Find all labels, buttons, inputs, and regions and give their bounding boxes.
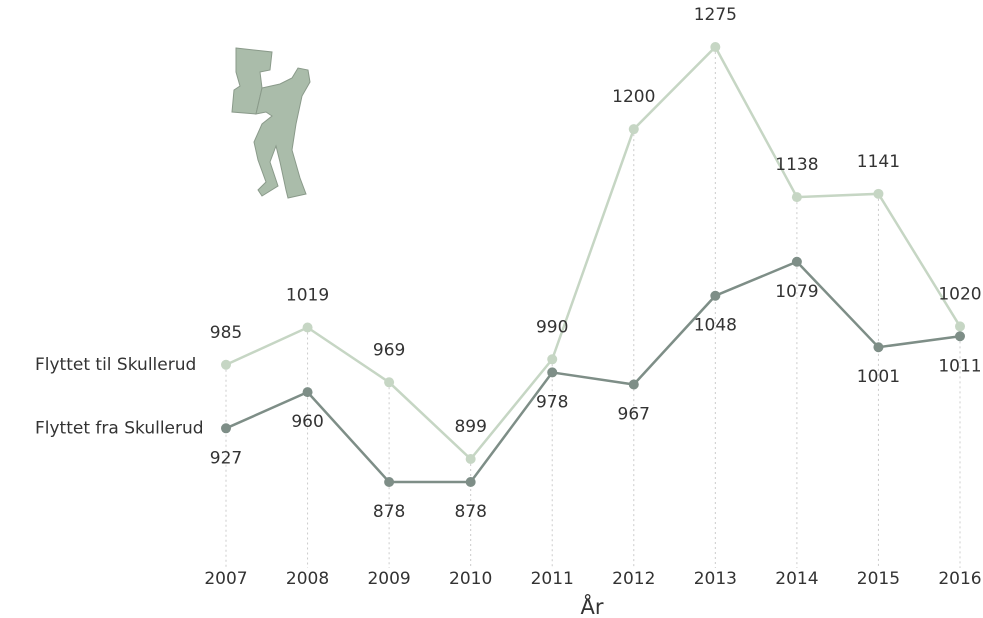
x-tick-label: 2015 bbox=[857, 569, 900, 589]
data-label: 1020 bbox=[938, 284, 981, 304]
data-label: 1138 bbox=[775, 155, 818, 175]
data-label: 969 bbox=[373, 340, 405, 360]
data-label: 927 bbox=[210, 448, 242, 468]
x-tick-label: 2014 bbox=[775, 569, 818, 589]
point bbox=[710, 42, 721, 52]
point bbox=[710, 290, 721, 301]
point bbox=[384, 377, 395, 388]
point bbox=[465, 477, 476, 487]
x-tick-label: 2012 bbox=[612, 569, 655, 589]
data-label: 967 bbox=[618, 404, 650, 424]
point bbox=[547, 354, 558, 365]
data-label: 1200 bbox=[612, 87, 655, 107]
x-tick-label: 2010 bbox=[449, 569, 492, 589]
point bbox=[873, 188, 884, 199]
point bbox=[302, 387, 313, 398]
x-tick-label: 2009 bbox=[367, 569, 410, 589]
point bbox=[547, 367, 558, 378]
point bbox=[791, 256, 802, 267]
x-axis-label: År bbox=[581, 593, 604, 618]
point bbox=[221, 359, 231, 370]
data-label: 899 bbox=[454, 417, 486, 437]
data-label: 1019 bbox=[286, 286, 329, 306]
data-label: 990 bbox=[536, 317, 568, 337]
point bbox=[873, 342, 884, 353]
data-label: 1011 bbox=[938, 356, 981, 376]
point bbox=[628, 124, 639, 135]
point bbox=[628, 379, 639, 390]
x-tick-label: 2013 bbox=[694, 569, 737, 589]
point bbox=[955, 331, 965, 342]
point bbox=[384, 477, 395, 487]
point bbox=[302, 322, 313, 333]
point bbox=[465, 453, 476, 464]
x-tick-label: 2016 bbox=[938, 569, 981, 589]
point bbox=[955, 321, 965, 332]
x-tick-label: 2011 bbox=[531, 569, 574, 589]
data-label: 1141 bbox=[857, 152, 900, 172]
data-label: 1048 bbox=[694, 316, 737, 336]
legend-label: Flyttet til Skullerud bbox=[35, 355, 196, 375]
series-line bbox=[225, 44, 962, 461]
data-label: 1079 bbox=[775, 282, 818, 302]
point bbox=[791, 192, 802, 203]
x-tick-label: 2007 bbox=[204, 569, 247, 589]
data-label: 960 bbox=[291, 412, 323, 432]
data-label: 878 bbox=[454, 502, 486, 522]
x-tick-label: 2008 bbox=[286, 569, 329, 589]
data-label: 985 bbox=[210, 323, 242, 343]
series-line bbox=[225, 260, 961, 484]
data-label: 978 bbox=[536, 392, 568, 412]
data-label: 1001 bbox=[857, 367, 900, 387]
data-label: 1275 bbox=[694, 5, 737, 25]
legend-label: Flyttet fra Skullerud bbox=[35, 418, 204, 438]
data-label: 878 bbox=[373, 502, 405, 522]
point bbox=[221, 423, 231, 434]
mover-icon bbox=[231, 47, 311, 199]
